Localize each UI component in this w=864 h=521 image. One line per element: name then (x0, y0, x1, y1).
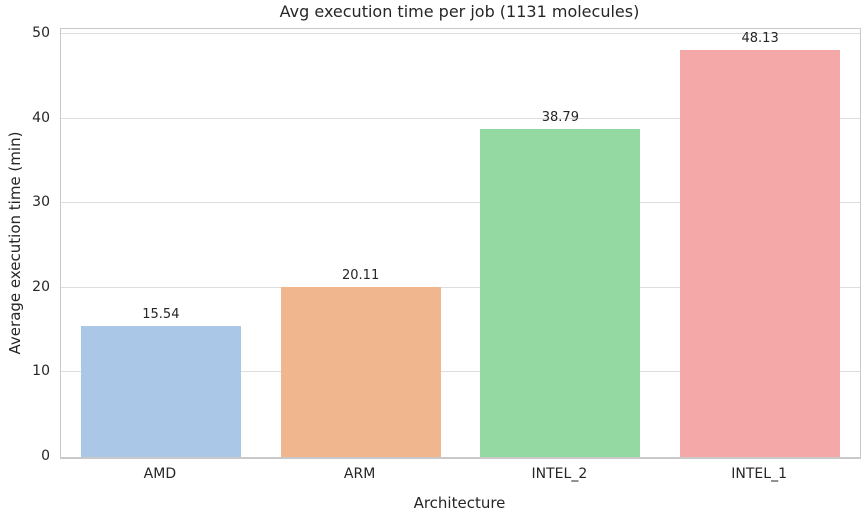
x-tick-label: INTEL_1 (731, 466, 787, 482)
bar (680, 49, 841, 457)
gridline (61, 286, 860, 288)
y-axis-label: Average execution time (min) (6, 131, 24, 355)
gridline (61, 117, 860, 119)
bar-value-label: 38.79 (541, 109, 579, 125)
x-tick-label: ARM (343, 466, 376, 482)
x-axis-label: Architecture (413, 494, 506, 512)
bar-value-label: 15.54 (142, 306, 180, 322)
gridline (61, 202, 860, 204)
bar (80, 325, 241, 457)
bar (480, 128, 641, 457)
gridline (61, 33, 860, 34)
bar (280, 286, 441, 457)
chart-title: Avg execution time per job (1131 molecul… (279, 2, 640, 21)
bar-value-label: 20.11 (342, 267, 380, 283)
y-tick-label: 40 (32, 109, 50, 126)
x-tick-label: AMD (143, 466, 177, 482)
plot-area: 15.54 20.11 38.79 48.13 (60, 28, 861, 459)
x-tick-label: INTEL_2 (531, 466, 588, 482)
y-tick-label: 0 (41, 448, 50, 464)
bar-value-label: 48.13 (741, 30, 779, 46)
y-tick-label: 50 (32, 25, 50, 41)
y-tick-label: 10 (32, 363, 50, 380)
gridline (61, 371, 860, 373)
y-tick-label: 20 (32, 278, 50, 295)
y-tick-label: 30 (32, 194, 50, 211)
